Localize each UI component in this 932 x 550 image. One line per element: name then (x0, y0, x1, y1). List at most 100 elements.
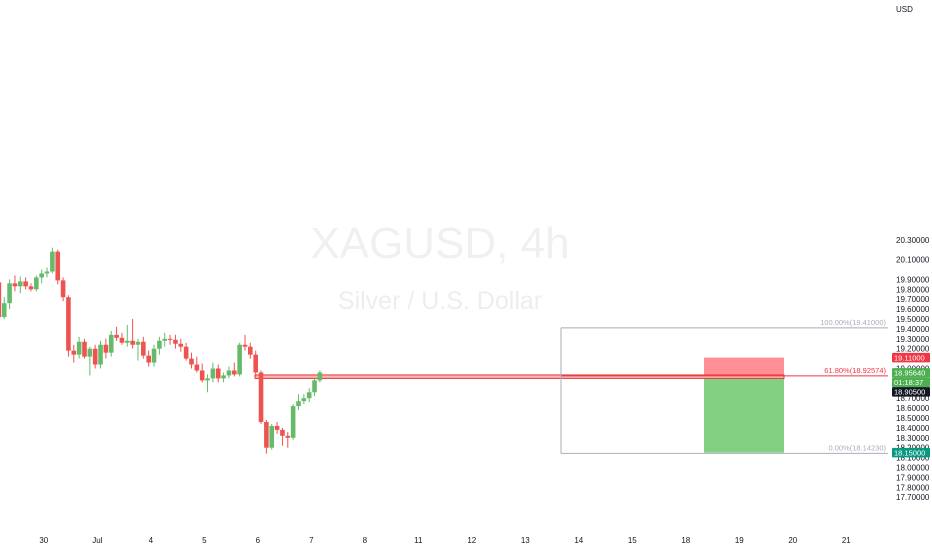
candle (82, 338, 87, 359)
candle (66, 295, 71, 357)
candle-body (183, 346, 189, 359)
support-rectangle (254, 374, 785, 379)
candle-body (157, 340, 162, 349)
candle (50, 247, 55, 274)
candle-body (1, 303, 7, 318)
candle-body (237, 344, 242, 375)
stop-loss-zone (704, 357, 784, 378)
candle-body (87, 348, 93, 357)
candle (108, 330, 114, 357)
candle-body (151, 348, 157, 363)
candle-body (162, 338, 168, 341)
candle-body (167, 338, 173, 340)
candle-body (34, 277, 39, 290)
candle (130, 319, 135, 349)
time-axis[interactable]: 30 Jul 4 5 6 7 8 11 12 13 14 15 18 19 20 21 (39, 536, 851, 545)
candle (151, 344, 157, 367)
candle-body (55, 251, 61, 281)
y-tick-label: 19.80000 (896, 285, 930, 294)
x-tick-label: 15 (628, 536, 637, 545)
candle (71, 344, 77, 363)
y-tick-label: 18.10000 (896, 454, 930, 463)
candle (242, 334, 248, 351)
y-tick-label: 18.60000 (896, 404, 930, 413)
position-zones (704, 357, 784, 453)
candle (98, 340, 103, 369)
candle-body (124, 340, 130, 343)
candle-body (44, 271, 50, 274)
fib-level-label: 100.00%(19.41000) (820, 318, 886, 327)
candle-body (146, 355, 151, 363)
y-tick-label: 19.60000 (896, 305, 930, 314)
x-tick-label: 21 (842, 536, 851, 545)
candle (285, 431, 291, 448)
candle-body (66, 297, 71, 351)
candle (237, 342, 242, 377)
candle-body (205, 378, 210, 381)
candle (210, 362, 216, 383)
candle-body (264, 421, 269, 448)
fib-level-label: 0.00%(18.14230) (828, 443, 886, 452)
candle-body (269, 425, 275, 448)
candle-body (23, 281, 28, 287)
candle (17, 276, 23, 294)
candle-body (253, 354, 258, 373)
candle-body (226, 370, 232, 376)
candle (280, 427, 285, 446)
candle-body (290, 406, 296, 438)
candle (124, 324, 130, 347)
candle (317, 370, 323, 383)
candle (103, 338, 109, 359)
fibonacci-retracement[interactable]: 100.00%(19.41000) 61.80%(18.92574) 0.00%(1… (560, 318, 888, 454)
y-tick-label: 19.90000 (896, 275, 930, 284)
candle (248, 342, 253, 359)
candle (231, 362, 237, 377)
candle (274, 421, 280, 434)
y-tick-label: 18.70000 (896, 394, 930, 403)
candle-body (178, 343, 184, 347)
price-badge-label: 19.11000 (894, 353, 925, 362)
candle-body (301, 398, 307, 402)
candle-body (82, 341, 87, 357)
candle (12, 275, 18, 292)
x-tick-label: 14 (574, 536, 583, 545)
candle-body (258, 372, 264, 422)
price-axis[interactable]: USD 20.30000 20.10000 19.9000019.8000019.7… (896, 5, 930, 502)
candle (178, 338, 184, 352)
candle-body (119, 337, 125, 343)
candle (92, 344, 98, 369)
candle (306, 388, 312, 403)
x-tick-label: 18 (681, 536, 690, 545)
take-profit-zone (704, 377, 784, 453)
candle-body (28, 286, 34, 290)
candle (39, 269, 44, 284)
candle-body (12, 283, 18, 287)
y-tick-label: 18.00000 (896, 464, 930, 473)
y-tick-label: 17.70000 (896, 493, 930, 502)
candle (253, 350, 258, 377)
support-zone[interactable] (254, 374, 785, 379)
candle-body (173, 339, 178, 344)
y-tick-label: 19.70000 (896, 295, 930, 304)
y-tick-label: 19.30000 (896, 335, 930, 344)
x-tick-label: 6 (256, 536, 261, 545)
candle-body (317, 372, 323, 381)
price-badge: 18.95640 (892, 368, 930, 378)
y-tick-label: 18.30000 (896, 434, 930, 443)
candle (157, 336, 162, 355)
candle (87, 346, 93, 376)
candle-body (215, 368, 221, 379)
candle (269, 423, 275, 450)
price-badge: 19.11000 (892, 352, 930, 363)
x-tick-label: Jul (92, 536, 102, 545)
candle-body (274, 425, 280, 430)
x-tick-label: 4 (149, 536, 154, 545)
candle-body (39, 273, 44, 278)
price-badge-bg (892, 368, 930, 378)
candle-body (135, 341, 141, 345)
x-tick-label: 19 (735, 536, 744, 545)
candle (194, 356, 200, 373)
candle-body (71, 350, 77, 355)
